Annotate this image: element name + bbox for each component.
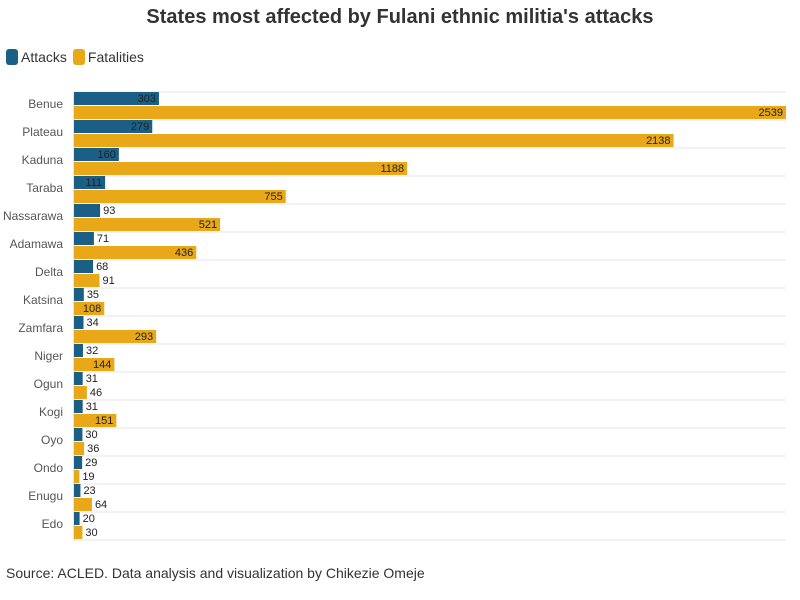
attacks-value-label: 29 (85, 457, 97, 469)
fatalities-value-label: 36 (87, 443, 99, 455)
attacks-value-label: 23 (83, 485, 95, 497)
category-label: Nassarawa (3, 209, 63, 223)
bar-chart: Benue 303 2539 Plateau 279 2138 Kaduna 160 1188 T… (3, 91, 786, 541)
legend: Attacks Fatalities (6, 49, 150, 65)
attacks-value-label: 71 (97, 233, 109, 245)
fatalities-value-label: 1188 (380, 163, 404, 175)
category-label: Adamawa (10, 237, 64, 251)
fatalities-value-label: 2539 (759, 107, 783, 119)
legend-label-attacks: Attacks (21, 49, 67, 65)
fatalities-value-label: 755 (264, 191, 282, 203)
attacks-bar (74, 512, 80, 525)
fatalities-bar (74, 498, 92, 511)
category-label: Kaduna (22, 153, 64, 167)
attacks-bar (74, 260, 94, 273)
attacks-value-label: 303 (138, 93, 156, 105)
fatalities-value-label: 30 (85, 527, 97, 539)
fatalities-bar (74, 330, 157, 343)
fatalities-value-label: 144 (93, 359, 111, 371)
attacks-value-label: 30 (85, 429, 97, 441)
fatalities-bar (74, 162, 408, 175)
fatalities-value-label: 64 (95, 499, 107, 511)
fatalities-value-label: 91 (103, 275, 115, 287)
category-label: Ondo (34, 461, 64, 475)
category-label: Enugu (28, 489, 63, 503)
fatalities-bar (74, 470, 80, 483)
attacks-bar (74, 92, 159, 105)
fatalities-value-label: 293 (135, 331, 153, 343)
attacks-bar (74, 232, 94, 245)
attacks-bar (74, 288, 84, 301)
attacks-bar (74, 372, 83, 385)
fatalities-value-label: 108 (83, 303, 101, 315)
category-label: Plateau (22, 125, 63, 139)
fatalities-bar (74, 218, 221, 231)
fatalities-bar (74, 106, 786, 119)
attacks-bar (74, 176, 106, 189)
attacks-value-label: 160 (98, 149, 116, 161)
legend-item-attacks[interactable]: Attacks (6, 49, 67, 65)
attacks-bar (74, 400, 83, 413)
legend-swatch-attacks (6, 49, 18, 65)
attacks-value-label: 31 (86, 401, 98, 413)
fatalities-value-label: 151 (95, 415, 113, 427)
attacks-value-label: 32 (86, 345, 98, 357)
attacks-value-label: 31 (86, 373, 98, 385)
category-label: Zamfara (18, 321, 63, 335)
legend-item-fatalities[interactable]: Fatalities (72, 49, 144, 65)
fatalities-bar (74, 386, 87, 399)
attacks-bar (74, 204, 101, 217)
fatalities-bar (74, 134, 674, 147)
attacks-bar (74, 120, 153, 133)
category-label: Ogun (34, 377, 63, 391)
fatalities-bar (74, 442, 85, 455)
attacks-bar (74, 316, 84, 329)
category-label: Benue (28, 97, 63, 111)
fatalities-bar (74, 190, 286, 203)
legend-label-fatalities: Fatalities (87, 49, 144, 65)
category-label: Kogi (39, 405, 63, 419)
fatalities-bar (74, 302, 105, 315)
attacks-bar (74, 344, 83, 357)
fatalities-bar (74, 246, 197, 259)
fatalities-bar (74, 526, 83, 539)
attacks-value-label: 34 (87, 317, 99, 329)
attacks-value-label: 35 (87, 289, 99, 301)
category-label: Katsina (23, 293, 63, 307)
fatalities-value-label: 436 (175, 247, 193, 259)
fatalities-value-label: 2138 (646, 135, 670, 147)
fatalities-value-label: 46 (90, 387, 102, 399)
legend-swatch-fatalities (72, 49, 85, 65)
fatalities-value-label: 521 (199, 219, 217, 231)
attacks-value-label: 68 (96, 261, 108, 273)
attacks-value-label: 279 (131, 121, 149, 133)
fatalities-bar (74, 274, 100, 287)
category-label: Oyo (41, 433, 63, 447)
attacks-value-label: 111 (85, 177, 102, 189)
attacks-value-label: 93 (103, 205, 115, 217)
attacks-bar (74, 456, 83, 469)
source-note: Source: ACLED. Data analysis and visuali… (6, 565, 425, 581)
category-label: Edo (42, 517, 64, 531)
fatalities-bar (74, 358, 115, 371)
category-label: Delta (35, 265, 63, 279)
chart-title: States most affected by Fulani ethnic mi… (146, 6, 654, 28)
fatalities-bar (74, 414, 117, 427)
attacks-value-label: 20 (83, 513, 95, 525)
attacks-bar (74, 428, 83, 441)
fatalities-value-label: 19 (82, 471, 94, 483)
attacks-bar (74, 148, 119, 161)
category-label: Niger (34, 349, 63, 363)
attacks-bar (74, 484, 81, 497)
category-label: Taraba (26, 181, 63, 195)
